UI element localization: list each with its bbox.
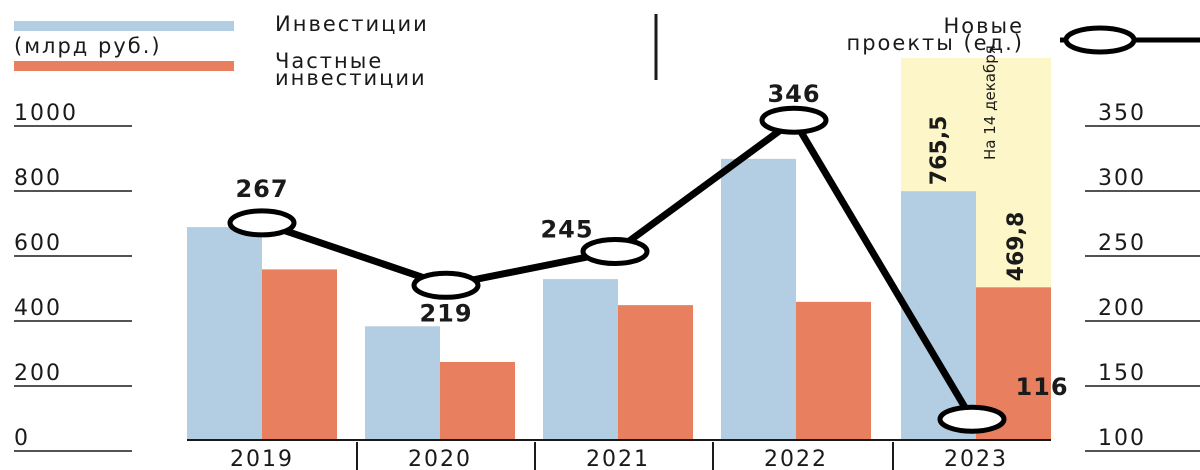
investments-bar-2021 [543, 279, 618, 440]
left-tick-label: 0 [14, 426, 30, 451]
x-tick-label-2021: 2021 [586, 447, 650, 470]
left-tick-label: 1000 [14, 101, 78, 126]
x-tick-label-2020: 2020 [408, 447, 472, 470]
legend-unit-label: (млрд руб.) [14, 34, 162, 58]
projects-point-label-2022: 346 [767, 80, 820, 108]
bar-label-private-2023: 469,8 [1004, 212, 1029, 282]
bar-label-investments-2023: 765,5 [927, 116, 952, 186]
projects-point-2021 [580, 237, 650, 266]
projects-point-label-2019: 267 [235, 175, 288, 203]
right-tick-label: 150 [1098, 361, 1146, 386]
legend-label-private-line1: Частные [275, 49, 383, 73]
left-tick-label: 800 [14, 166, 62, 191]
x-tick-label-2022: 2022 [764, 447, 828, 470]
projects-point-2022 [759, 105, 829, 135]
right-tick-label: 300 [1098, 166, 1146, 191]
projects-point-2023 [937, 404, 1007, 434]
projects-line: 267 219 245 346 116 [227, 80, 1068, 434]
private-investments-bar-2019 [262, 269, 337, 440]
legend-label-investments: Инвестиции [275, 12, 429, 36]
investments-bar-2020 [365, 326, 440, 440]
right-tick-label: 100 [1098, 426, 1146, 451]
left-tick-label: 600 [14, 231, 62, 256]
legend-label-projects-line1: Новые [943, 14, 1024, 38]
legend-swatch-private [14, 61, 234, 71]
right-tick-label: 200 [1098, 296, 1146, 321]
legend-label-private-line2: инвестиции [275, 66, 427, 90]
projects-point-2019 [227, 208, 297, 238]
projects-point-2020 [411, 270, 481, 300]
projects-point-label-2021: 245 [540, 216, 593, 244]
legend-label-projects-line2: проекты (ед.) [846, 31, 1024, 55]
x-tick-label-2023: 2023 [944, 447, 1008, 470]
bars: 765,5 469,8 [187, 116, 1051, 440]
legend-swatch-investments [14, 21, 234, 31]
investments-bar-2019 [187, 227, 262, 440]
private-investments-bar-2020 [440, 362, 515, 440]
annotation-date-note: На 14 декабря [981, 45, 999, 160]
x-axis: 2019 2020 2021 2022 2023 [187, 439, 1051, 470]
left-tick-label: 400 [14, 296, 62, 321]
right-tick-label: 350 [1098, 101, 1146, 126]
x-tick-label-2019: 2019 [230, 447, 294, 470]
investments-bar-2022 [721, 158, 796, 440]
right-tick-label: 250 [1098, 231, 1146, 256]
right-axis: 100 150 200 250 300 350 [1085, 101, 1200, 452]
projects-point-label-2023: 116 [1015, 373, 1068, 401]
projects-point-label-2020: 219 [419, 299, 472, 327]
left-axis: 0 200 400 600 800 1000 [14, 101, 132, 452]
legend-marker-sample [1063, 25, 1137, 55]
private-investments-bar-2021 [618, 305, 693, 440]
private-investments-bar-2022 [796, 301, 871, 440]
legend: (млрд руб.) Инвестиции Частные инвестици… [14, 12, 1200, 90]
left-tick-label: 200 [14, 361, 62, 386]
